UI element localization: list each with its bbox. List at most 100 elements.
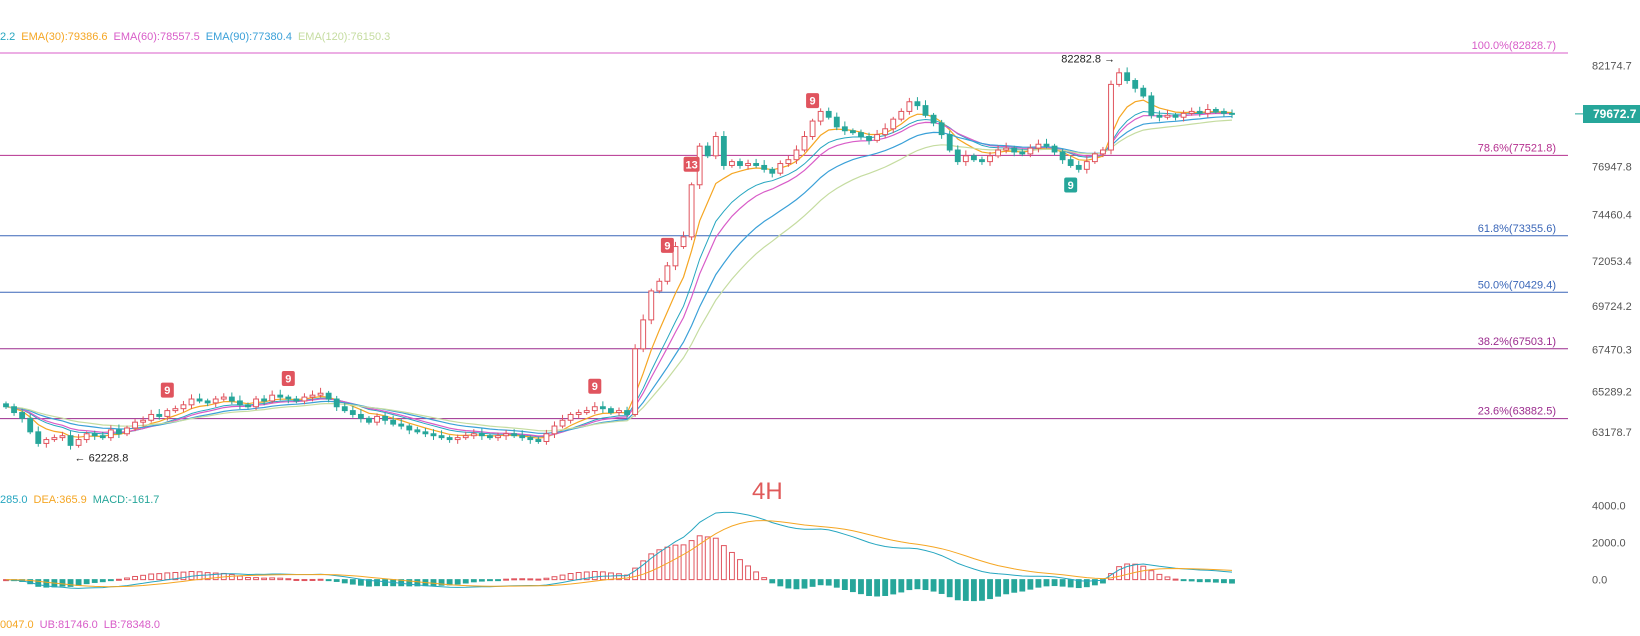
macd-bar-115	[930, 579, 937, 592]
ema-legend-item-4: EMA(120):76150.3	[297, 31, 391, 43]
candle-122	[987, 151, 993, 166]
signal-label-6: 9	[1068, 180, 1074, 192]
signal-3: 9	[660, 237, 674, 253]
macd-bar-88	[712, 537, 719, 581]
signal-badge-1	[281, 371, 295, 387]
macd-bar-42	[341, 579, 348, 584]
candle-body-51	[414, 429, 421, 433]
candle-80	[648, 288, 655, 325]
candle-32	[261, 395, 268, 406]
candle-body-35	[285, 396, 292, 400]
candle-68	[551, 421, 558, 439]
candle-70	[567, 412, 574, 424]
candle-18	[148, 409, 155, 423]
candle-150	[1212, 107, 1219, 114]
macd-bar-121	[979, 579, 985, 601]
macd-bar-36	[293, 578, 300, 581]
candle-63	[511, 429, 518, 439]
candle-body-37	[301, 396, 308, 402]
macd-bar-113	[914, 579, 921, 590]
macd-bar-65	[527, 578, 534, 581]
macd-bar-35	[285, 578, 292, 581]
candle-43	[349, 405, 356, 418]
signal-5: 9	[806, 93, 820, 109]
candle-body-52	[422, 431, 429, 435]
macd-bar-110	[890, 579, 897, 595]
candle-body-71	[575, 412, 582, 415]
macd-bar-20	[164, 572, 171, 581]
candle-138	[1116, 68, 1122, 87]
candle-104	[841, 121, 848, 135]
candle-body-98	[793, 149, 800, 161]
candle-57	[462, 431, 469, 440]
signal-label-5: 9	[810, 96, 816, 108]
macd-bar-112	[906, 579, 913, 591]
macd-bar-46	[374, 579, 380, 587]
macd-bar-104	[841, 579, 848, 590]
y-tick-0: 82174.7	[1592, 61, 1632, 73]
macd-bar-120	[970, 579, 977, 602]
candle-body-128	[1035, 143, 1042, 149]
candle-body-4	[35, 431, 42, 444]
macd-bar-15	[124, 577, 130, 581]
candle-body-99	[801, 136, 808, 151]
candle-114	[922, 100, 929, 118]
macd-bar-97	[785, 579, 792, 589]
candle-22	[180, 400, 187, 412]
candle-100	[809, 118, 816, 140]
macd-bar-32	[261, 577, 268, 581]
macd-bar-151	[1221, 579, 1227, 584]
signal-badge-6	[1064, 177, 1078, 193]
macd-bar-59	[478, 579, 485, 582]
macd-bar-119	[962, 579, 969, 601]
macd-bar-114	[922, 579, 929, 591]
candle-body-42	[341, 406, 348, 412]
macd-bar-26	[212, 572, 219, 581]
candle-body-70	[567, 413, 574, 421]
candle-body-74	[599, 406, 606, 410]
candle-body-7	[59, 435, 66, 439]
macd-dif-line	[5, 511, 1233, 589]
candle-body-2	[19, 412, 26, 419]
macd-bar-67	[543, 577, 550, 581]
macd-bar-135	[1091, 579, 1098, 586]
macd-y-axis: 4000.0 2000.0 0.0	[1592, 501, 1626, 587]
candle-body-23	[188, 398, 195, 406]
candle-96	[777, 160, 784, 176]
macd-bar-34	[277, 577, 284, 581]
macd-y-tick-0: 4000.0	[1592, 501, 1626, 513]
candle-4	[35, 426, 42, 447]
fib-label-4: 38.2%(67503.1)	[1478, 336, 1556, 348]
candle-body-44	[357, 413, 364, 419]
candle-body-113	[914, 101, 921, 107]
candle-11	[91, 430, 98, 440]
candle-65	[527, 435, 534, 444]
candle-109	[882, 123, 889, 138]
macd-bar-50	[406, 579, 413, 587]
candle-body-24	[196, 398, 203, 402]
ema-legend-item-1: EMA(30):79386.6	[21, 31, 108, 43]
candle-body-91	[737, 161, 743, 166]
candle-64	[519, 430, 526, 441]
macd-bar-91	[737, 559, 743, 581]
candle-body-12	[99, 435, 106, 439]
macd-bar-130	[1051, 579, 1058, 587]
macd-bar-10	[83, 579, 90, 585]
candle-body-147	[1188, 110, 1195, 114]
candle-58	[470, 429, 477, 439]
candle-144	[1164, 109, 1171, 120]
candle-body-109	[882, 128, 889, 136]
macd-bar-122	[987, 579, 993, 600]
signal-badge-2	[588, 378, 602, 394]
macd-bar-132	[1067, 579, 1074, 588]
candle-127	[1027, 144, 1034, 158]
macd-bar-144	[1164, 576, 1171, 581]
macd-bar-30	[245, 576, 251, 581]
macd-bar-40	[325, 579, 332, 582]
candle-body-112	[906, 101, 913, 112]
macd-dea-line	[5, 520, 1233, 588]
candle-body-121	[979, 159, 985, 163]
candle-body-13	[107, 429, 114, 439]
candle-body-39	[317, 392, 324, 396]
candle-body-77	[624, 410, 630, 415]
